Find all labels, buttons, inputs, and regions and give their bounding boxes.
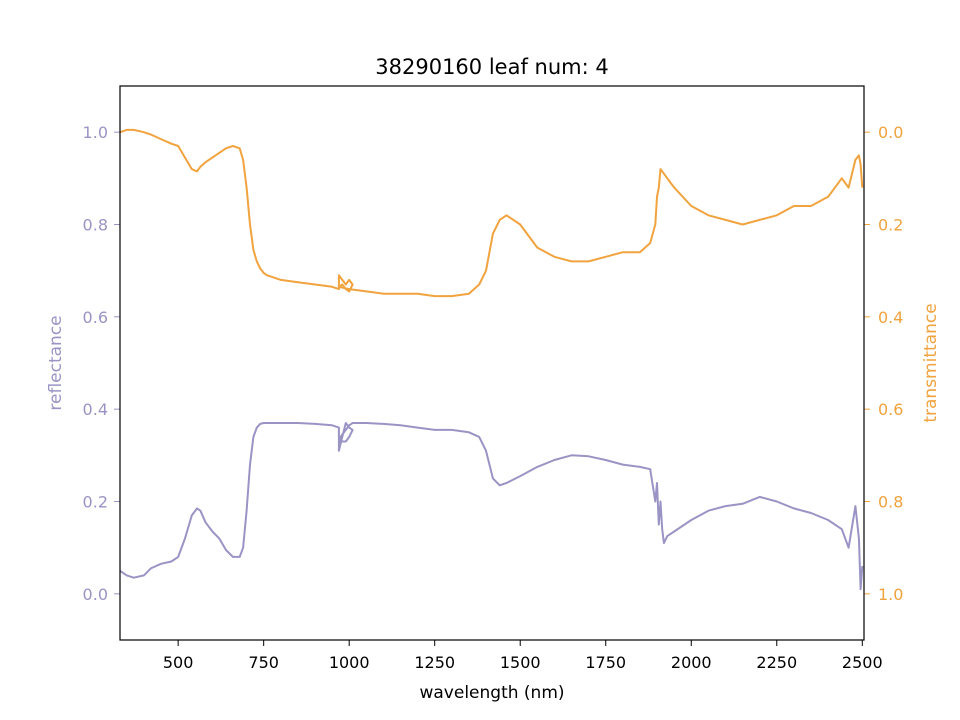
x-tick-label: 750 xyxy=(248,653,279,672)
y-left-tick-label: 0.4 xyxy=(83,400,108,419)
x-tick-label: 2500 xyxy=(842,653,883,672)
plot-frame xyxy=(119,85,865,641)
y-axis-right: 0.0 0.2 0.4 0.6 0.8 1.0 xyxy=(864,123,903,604)
x-tick-label: 1500 xyxy=(500,653,541,672)
transmittance-line xyxy=(119,128,864,298)
y-left-tick-label: 0.0 xyxy=(83,585,108,604)
y-right-tick-label: 0.8 xyxy=(878,493,903,512)
chart-title: 38290160 leaf num: 4 xyxy=(375,55,608,79)
x-axis-title: wavelength (nm) xyxy=(419,683,564,703)
y-left-tick-label: 0.6 xyxy=(83,308,108,327)
y-right-tick-label: 0.2 xyxy=(878,216,903,235)
x-tick-label: 2250 xyxy=(756,653,797,672)
y-axis-left-title: reflectance xyxy=(46,315,66,410)
x-tick-label: 1000 xyxy=(329,653,370,672)
x-tick-label: 1250 xyxy=(414,653,455,672)
x-tick-label: 500 xyxy=(163,653,194,672)
x-tick-label: 1750 xyxy=(585,653,626,672)
y-left-tick-label: 1.0 xyxy=(83,123,108,142)
series-layer xyxy=(119,128,864,591)
y-left-tick-label: 0.8 xyxy=(83,216,108,235)
y-right-tick-label: 1.0 xyxy=(878,585,903,604)
x-axis: 500 750 1000 1250 1500 1750 2000 2250 2500 xyxy=(163,640,883,672)
x-tick-label: 2000 xyxy=(671,653,712,672)
y-left-tick-label: 0.2 xyxy=(83,493,108,512)
y-right-tick-label: 0.4 xyxy=(878,308,903,327)
y-axis-right-title: transmittance xyxy=(921,303,941,422)
y-right-tick-label: 0.0 xyxy=(878,123,903,142)
y-right-tick-label: 0.6 xyxy=(878,400,903,419)
y-axis-left: 0.0 0.2 0.4 0.6 0.8 1.0 xyxy=(83,123,120,604)
reflectance-line xyxy=(119,422,864,591)
